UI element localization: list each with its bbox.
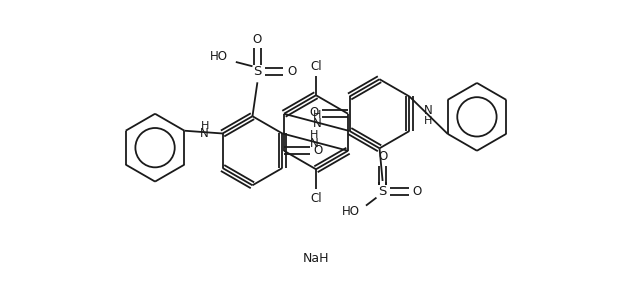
Text: HO: HO [342, 205, 360, 218]
Text: N: N [424, 104, 433, 117]
Text: N: N [310, 137, 319, 150]
Text: N: N [312, 117, 321, 130]
Text: H: H [200, 121, 209, 131]
Text: O: O [314, 144, 323, 157]
Text: O: O [309, 106, 318, 119]
Text: H: H [424, 116, 433, 126]
Text: O: O [378, 150, 387, 163]
Text: H: H [313, 110, 321, 120]
Text: NaH: NaH [303, 252, 329, 265]
Text: O: O [253, 33, 262, 46]
Text: Cl: Cl [310, 60, 322, 73]
Text: S: S [379, 185, 387, 198]
Text: S: S [253, 65, 262, 78]
Text: O: O [288, 65, 296, 78]
Text: H: H [310, 130, 318, 140]
Text: Cl: Cl [310, 192, 322, 205]
Text: HO: HO [210, 50, 228, 63]
Text: N: N [200, 127, 209, 140]
Text: O: O [413, 185, 422, 198]
